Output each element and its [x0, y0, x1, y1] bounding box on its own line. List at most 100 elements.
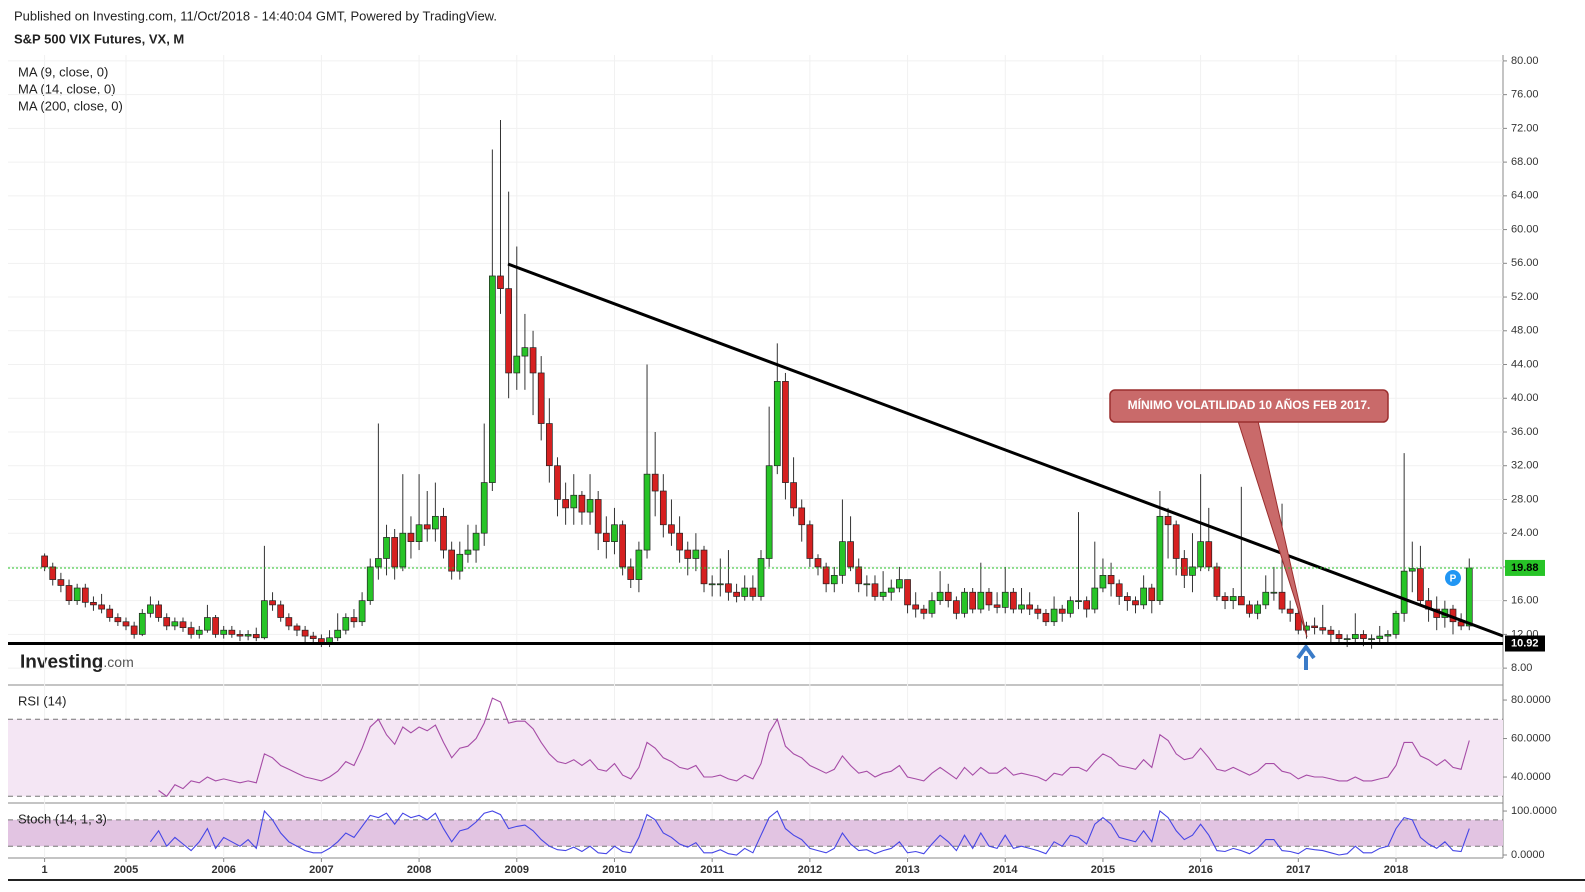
- logo-main: Investing: [20, 652, 103, 673]
- candle-body: [1254, 604, 1261, 614]
- candle-body: [1465, 567, 1473, 627]
- y-tick-label: 28.00: [1511, 493, 1539, 505]
- y-tick-label: 72.00: [1511, 122, 1539, 134]
- y-tick-label: 80.00: [1511, 55, 1539, 67]
- candle-body: [1018, 604, 1025, 610]
- candle-body: [1148, 587, 1156, 602]
- candle-body: [1335, 634, 1343, 639]
- candle-body: [65, 585, 73, 602]
- annotation: MÍNIMO VOLATILIDAD 10 AÑOS FEB 2017.: [1128, 397, 1371, 412]
- candle-body: [961, 591, 968, 614]
- candle-body: [1237, 596, 1245, 606]
- candle-body: [1294, 612, 1302, 631]
- candle-body: [1319, 627, 1327, 631]
- candle-body: [57, 579, 65, 586]
- candle-body: [1010, 591, 1017, 610]
- candle-body: [171, 621, 179, 627]
- candle-body: [1278, 591, 1286, 610]
- badge-icon: [1445, 570, 1461, 586]
- candle-body: [1262, 591, 1270, 606]
- candle-body: [1197, 541, 1204, 568]
- candle-body: [1050, 608, 1058, 623]
- candle-body: [212, 617, 219, 635]
- candle-body: [1042, 612, 1050, 623]
- candle-body: [1058, 608, 1066, 614]
- x-tick-label: 2008: [407, 864, 431, 876]
- candle-body: [1107, 575, 1115, 585]
- candle-body: [350, 617, 358, 623]
- y-tick-label: 40.0000: [1511, 771, 1551, 783]
- candle-body: [1368, 638, 1375, 640]
- support-label: 10.92: [1511, 637, 1539, 649]
- candle-body: [1221, 596, 1229, 602]
- candle-body: [619, 524, 626, 568]
- candle-body: [1270, 591, 1278, 594]
- candle-body: [1408, 568, 1416, 572]
- chart-title: S&P 500 VIX Futures, VX, M: [14, 31, 184, 46]
- y-tick-label: 76.00: [1511, 89, 1539, 101]
- price-label-box: [1505, 559, 1545, 576]
- y-tick-label: 48.00: [1511, 325, 1539, 337]
- y-tick-label: 56.00: [1511, 257, 1539, 269]
- y-tick-label: 8.00: [1511, 662, 1532, 674]
- candle-body: [806, 524, 814, 559]
- candle-body: [399, 532, 407, 568]
- candle-body: [81, 587, 89, 603]
- candle-body: [98, 604, 105, 610]
- candle-body: [1180, 558, 1188, 576]
- candle-body: [733, 591, 740, 597]
- candle-body: [1099, 575, 1107, 589]
- header: Published on Investing.com, 11/Oct/2018 …: [14, 8, 497, 23]
- candle-body: [887, 587, 895, 593]
- candle-body: [545, 423, 553, 467]
- candle-body: [977, 591, 985, 610]
- legend-entry: MA (200, close, 0): [18, 98, 123, 113]
- candle-body: [521, 347, 529, 357]
- candle-body: [415, 524, 423, 542]
- candle-body: [41, 555, 48, 568]
- x-tick-label: 2007: [309, 864, 333, 876]
- candle-body: [407, 532, 415, 542]
- candle-body: [904, 579, 911, 606]
- candle-body: [236, 634, 244, 637]
- candle-body: [676, 532, 683, 551]
- candle-body: [1205, 541, 1213, 568]
- candle-body: [269, 600, 276, 606]
- candle-body: [651, 473, 659, 492]
- candle-body: [1417, 568, 1424, 602]
- candle-body: [1164, 515, 1172, 526]
- candle-body: [725, 583, 732, 593]
- candle-body: [830, 575, 838, 585]
- candle-body: [570, 494, 578, 509]
- candle-body: [73, 587, 81, 602]
- candle-body: [855, 566, 863, 585]
- candle-body: [936, 591, 944, 602]
- pane-title: RSI (14): [18, 693, 66, 708]
- candle-body: [1351, 634, 1359, 639]
- legend-entry: MA (9, close, 0): [18, 64, 108, 79]
- candle-body: [741, 587, 749, 597]
- rsi-line: [158, 697, 1470, 798]
- candle-body: [578, 494, 586, 513]
- candle-body: [448, 549, 455, 572]
- candle-body: [896, 579, 903, 589]
- candle-body: [1172, 524, 1180, 559]
- x-tick-label: 2010: [602, 864, 626, 876]
- candle-body: [456, 553, 464, 572]
- candle-body: [643, 473, 651, 551]
- x-tick-label: 2012: [798, 864, 822, 876]
- candle-body: [423, 524, 431, 530]
- candle-body: [920, 608, 928, 614]
- candle-body: [757, 558, 765, 597]
- candle-body: [375, 558, 382, 568]
- trend-line: [507, 262, 1504, 638]
- candle-body: [1067, 600, 1074, 614]
- candle-body: [1189, 566, 1196, 576]
- badge: P: [1450, 574, 1457, 585]
- candle-body: [301, 629, 309, 637]
- y-tick-label: 44.00: [1511, 358, 1539, 370]
- candle-body: [464, 549, 472, 555]
- candle-body: [1091, 587, 1099, 610]
